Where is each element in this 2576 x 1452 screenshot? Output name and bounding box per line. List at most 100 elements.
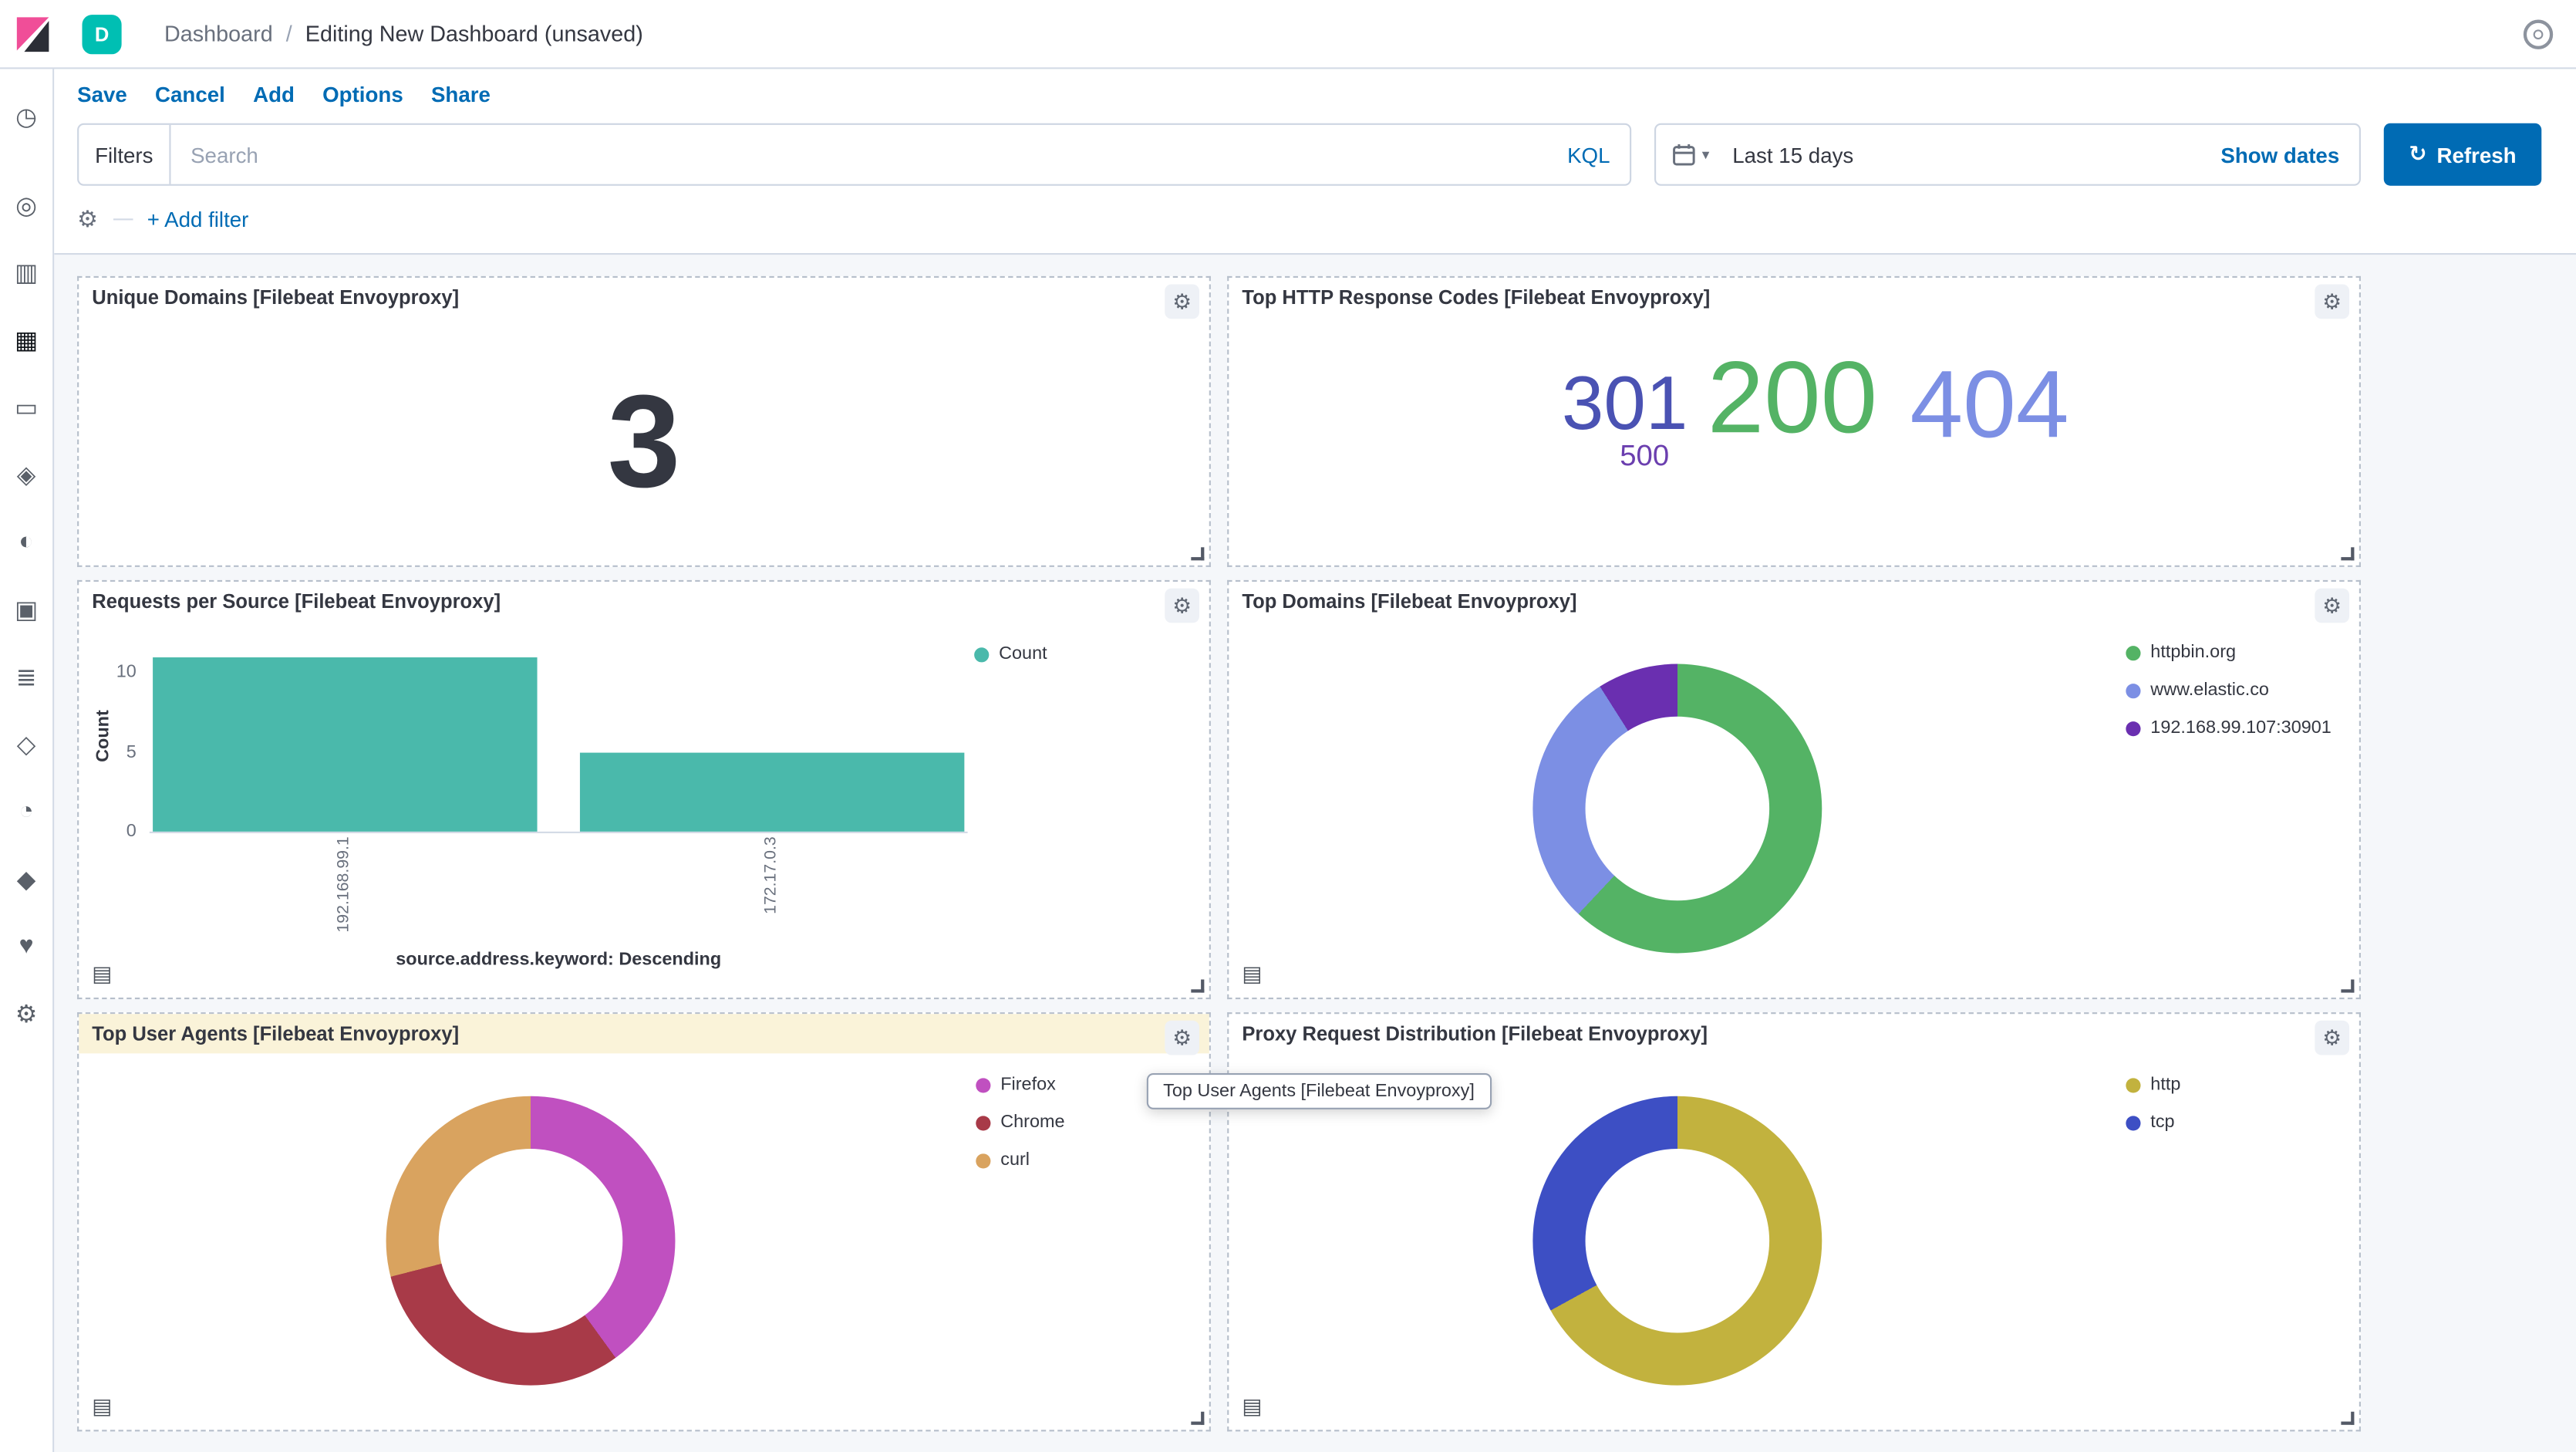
- legend-item-firefox[interactable]: Firefox: [976, 1075, 1064, 1095]
- tag-500[interactable]: 500: [1620, 441, 1669, 470]
- sidebar-item-recently-viewed[interactable]: ◷: [0, 83, 53, 150]
- resize-handle[interactable]: [2341, 980, 2354, 993]
- legend-item-count[interactable]: Count: [974, 644, 1047, 664]
- share-button[interactable]: Share: [431, 83, 491, 107]
- bar-172.17.0.3[interactable]: [580, 753, 964, 832]
- panel-header[interactable]: Top User Agents [Filebeat Envoyproxy]: [79, 1014, 1209, 1053]
- sidebar-item-visualize[interactable]: ▥: [0, 238, 53, 306]
- legend-label: Count: [999, 644, 1047, 664]
- resize-handle[interactable]: [1191, 980, 1204, 993]
- panel-settings-gear-icon[interactable]: ⚙: [2315, 589, 2349, 623]
- panel-header[interactable]: Top Domains [Filebeat Envoyproxy]: [1229, 582, 2359, 621]
- panel-response-codes: Top HTTP Response Codes [Filebeat Envoyp…: [1227, 276, 2361, 567]
- dashboard-icon: ▦: [15, 325, 38, 354]
- help-icon[interactable]: [2524, 19, 2553, 48]
- sidebar-item-dashboard[interactable]: ▦: [0, 306, 53, 373]
- filter-divider: [113, 218, 133, 220]
- add-button[interactable]: Add: [253, 83, 295, 107]
- resize-handle[interactable]: [2341, 1412, 2354, 1425]
- inspect-data-icon[interactable]: ▤: [92, 1393, 112, 1420]
- refresh-button[interactable]: ↻ Refresh: [2384, 123, 2541, 186]
- panel-title-tooltip: Top User Agents [Filebeat Envoyproxy]: [1147, 1073, 1491, 1109]
- panel-settings-gear-icon[interactable]: ⚙: [1165, 285, 1199, 319]
- panel-settings-gear-icon[interactable]: ⚙: [1165, 589, 1199, 623]
- legend-item-ip[interactable]: 192.168.99.107:30901: [2126, 718, 2331, 738]
- legend-swatch: [2126, 683, 2140, 697]
- bar-chart-icon: ▥: [15, 257, 38, 286]
- legend-label: Chrome: [1000, 1113, 1064, 1133]
- cancel-button[interactable]: Cancel: [155, 83, 225, 107]
- inspect-data-icon[interactable]: ▤: [1242, 961, 1262, 988]
- kql-toggle-button[interactable]: KQL: [1548, 125, 1630, 184]
- y-axis: 0510: [90, 651, 137, 833]
- panel-header[interactable]: Requests per Source [Filebeat Envoyproxy…: [79, 582, 1209, 621]
- legend-swatch: [2126, 645, 2140, 660]
- y-tick-label: 0: [90, 822, 137, 842]
- search-input[interactable]: [171, 125, 1548, 184]
- tag-404[interactable]: 404: [1910, 358, 2069, 454]
- legend-item-chrome[interactable]: Chrome: [976, 1113, 1064, 1133]
- bar-192.168.99.1[interactable]: [153, 657, 537, 832]
- query-bar: Filters KQL ▾: [54, 116, 2576, 199]
- filter-settings-gear-icon[interactable]: ⚙: [77, 205, 98, 233]
- uptime-icon: ◔: [19, 797, 33, 825]
- heartbeat-icon: ♥: [19, 932, 34, 960]
- space-avatar[interactable]: D: [83, 14, 122, 53]
- date-picker: ▾ Last 15 days Show dates: [1654, 123, 2361, 186]
- donut-chart[interactable]: [1532, 1096, 1822, 1386]
- panel-header[interactable]: Unique Domains [Filebeat Envoyproxy]: [79, 278, 1209, 317]
- search-group: Filters KQL: [77, 123, 1631, 186]
- add-filter-button[interactable]: + Add filter: [147, 207, 249, 231]
- panel-header[interactable]: Proxy Request Distribution [Filebeat Env…: [1229, 1014, 2359, 1053]
- chart-legend: Firefox Chrome curl: [976, 1075, 1064, 1170]
- sidebar-item-management[interactable]: ⚙: [0, 980, 53, 1047]
- donut-chart[interactable]: [386, 1096, 676, 1386]
- tag-200[interactable]: 200: [1708, 349, 1877, 451]
- sidebar-item-monitoring[interactable]: ♥: [0, 912, 53, 979]
- ml-icon: ◐: [19, 528, 33, 555]
- panel-settings-gear-icon[interactable]: ⚙: [2315, 1021, 2349, 1055]
- sidebar-item-maps[interactable]: ◈: [0, 441, 53, 508]
- chart-legend: http tcp: [2126, 1075, 2180, 1133]
- inspect-data-icon[interactable]: ▤: [1242, 1393, 1262, 1420]
- panel-settings-gear-icon[interactable]: ⚙: [1165, 1021, 1199, 1055]
- legend-label: Firefox: [1000, 1075, 1056, 1095]
- panel-top-domains: Top Domains [Filebeat Envoyproxy] ⚙ http…: [1227, 580, 2361, 999]
- legend-item-tcp[interactable]: tcp: [2126, 1113, 2180, 1133]
- donut-chart[interactable]: [1532, 664, 1822, 954]
- panel-title: Requests per Source [Filebeat Envoyproxy…: [92, 590, 501, 613]
- time-range-value[interactable]: Last 15 days: [1732, 142, 1853, 167]
- sidebar-item-canvas[interactable]: ▭: [0, 373, 53, 441]
- kibana-logo-icon[interactable]: [13, 14, 52, 53]
- calendar-dropdown-button[interactable]: ▾: [1656, 125, 1722, 184]
- refresh-icon: ↻: [2409, 141, 2426, 167]
- sidebar-item-uptime[interactable]: ◔: [0, 778, 53, 845]
- sidebar-item-metrics[interactable]: ▣: [0, 576, 53, 643]
- filters-toggle-button[interactable]: Filters: [79, 125, 170, 184]
- sidebar-item-siem[interactable]: ◆: [0, 845, 53, 912]
- sidebar-item-apm[interactable]: ◇: [0, 710, 53, 777]
- resize-handle[interactable]: [1191, 1412, 1204, 1425]
- bar-plot: [150, 651, 968, 833]
- legend-item-elastic[interactable]: www.elastic.co: [2126, 680, 2331, 701]
- resize-handle[interactable]: [1191, 547, 1204, 560]
- panel-title: Top User Agents [Filebeat Envoyproxy]: [92, 1022, 459, 1045]
- sidebar-item-machine-learning[interactable]: ◐: [0, 508, 53, 575]
- options-button[interactable]: Options: [322, 83, 403, 107]
- legend-item-httpbin[interactable]: httpbin.org: [2126, 643, 2331, 663]
- panel-unique-domains: Unique Domains [Filebeat Envoyproxy] ⚙ 3: [77, 276, 1211, 567]
- resize-handle[interactable]: [2341, 547, 2354, 560]
- sidebar-item-logs[interactable]: ≣: [0, 643, 53, 710]
- legend-item-http[interactable]: http: [2126, 1075, 2180, 1095]
- legend-item-curl[interactable]: curl: [976, 1150, 1064, 1170]
- refresh-label: Refresh: [2436, 142, 2516, 167]
- show-dates-button[interactable]: Show dates: [2201, 142, 2359, 167]
- inspect-data-icon[interactable]: ▤: [92, 961, 112, 988]
- sidebar-item-discover[interactable]: ◎: [0, 171, 53, 238]
- breadcrumb-dashboard[interactable]: Dashboard: [164, 22, 273, 46]
- tag-301[interactable]: 301: [1562, 365, 1688, 441]
- legend-swatch: [2126, 1115, 2140, 1130]
- dashboard-chrome: Save Cancel Add Options Share Filters KQ…: [54, 69, 2576, 255]
- canvas-icon: ▭: [15, 392, 38, 421]
- save-button[interactable]: Save: [77, 83, 127, 107]
